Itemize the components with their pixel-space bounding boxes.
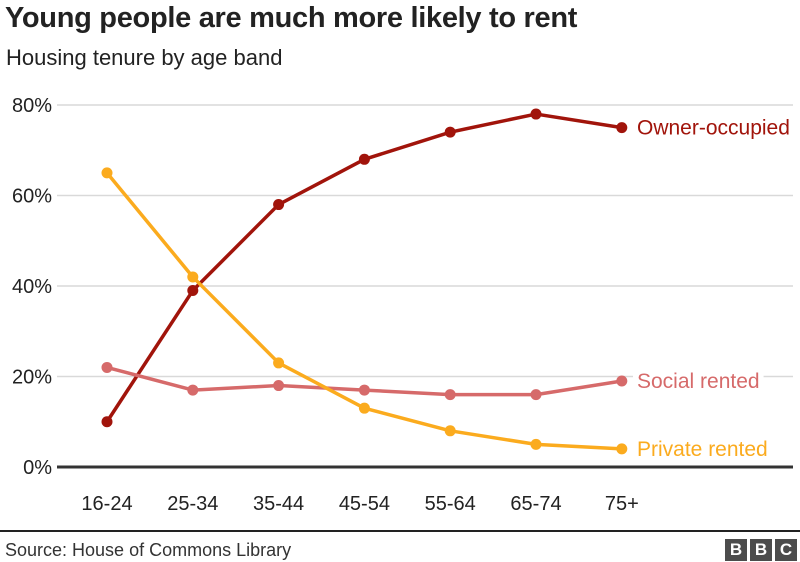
series-label-bg <box>633 435 772 463</box>
data-point <box>101 416 113 428</box>
data-point <box>101 361 113 373</box>
data-point <box>358 153 370 165</box>
bbc-logo-block: B <box>725 539 747 561</box>
series-label-bg <box>633 368 764 396</box>
data-point <box>273 380 285 392</box>
y-tick-label: 60% <box>12 186 52 208</box>
data-point <box>187 285 199 297</box>
source-text: Source: House of Commons Library <box>5 540 292 560</box>
data-point <box>530 438 542 450</box>
series-label: Owner-occupied <box>637 117 790 140</box>
data-point <box>444 425 456 437</box>
data-point <box>616 443 628 455</box>
line-chart: 0% 20% 40% 60% 80% 16-24 25-34 35-44 45-54 55-64 6… <box>12 95 794 515</box>
chart-subtitle: Housing tenure by age band <box>6 45 283 70</box>
data-point <box>273 357 285 369</box>
x-tick-label: 65-74 <box>510 493 561 515</box>
series-label: Social rented <box>637 370 760 393</box>
bbc-logo-block: C <box>775 539 797 561</box>
x-tick-label: 35-44 <box>253 493 304 515</box>
series-label-bg <box>633 114 794 142</box>
y-tick-label: 0% <box>23 457 52 479</box>
data-point <box>444 126 456 138</box>
x-tick-label: 25-34 <box>167 493 218 515</box>
x-tick-label: 75+ <box>605 493 639 515</box>
data-point <box>444 389 456 401</box>
data-point <box>530 389 542 401</box>
data-point <box>101 167 113 179</box>
data-point <box>616 122 628 134</box>
data-point <box>273 199 285 211</box>
y-tick-label: 40% <box>12 276 52 298</box>
x-tick-label: 16-24 <box>81 493 132 515</box>
data-point <box>358 384 370 396</box>
data-point <box>358 402 370 414</box>
data-point <box>530 108 542 120</box>
y-tick-label: 20% <box>12 367 52 389</box>
chart-footer: Source: House of Commons Library B B C <box>0 530 800 562</box>
series-label: Private rented <box>637 438 768 461</box>
x-tick-label: 45-54 <box>339 493 390 515</box>
data-point <box>187 384 199 396</box>
data-point <box>187 271 199 283</box>
data-point <box>616 375 628 387</box>
bbc-logo: B B C <box>725 539 797 561</box>
x-tick-label: 55-64 <box>425 493 476 515</box>
page-title: Young people are much more likely to ren… <box>5 2 578 34</box>
y-tick-label: 80% <box>12 95 52 117</box>
bbc-logo-block: B <box>750 539 772 561</box>
